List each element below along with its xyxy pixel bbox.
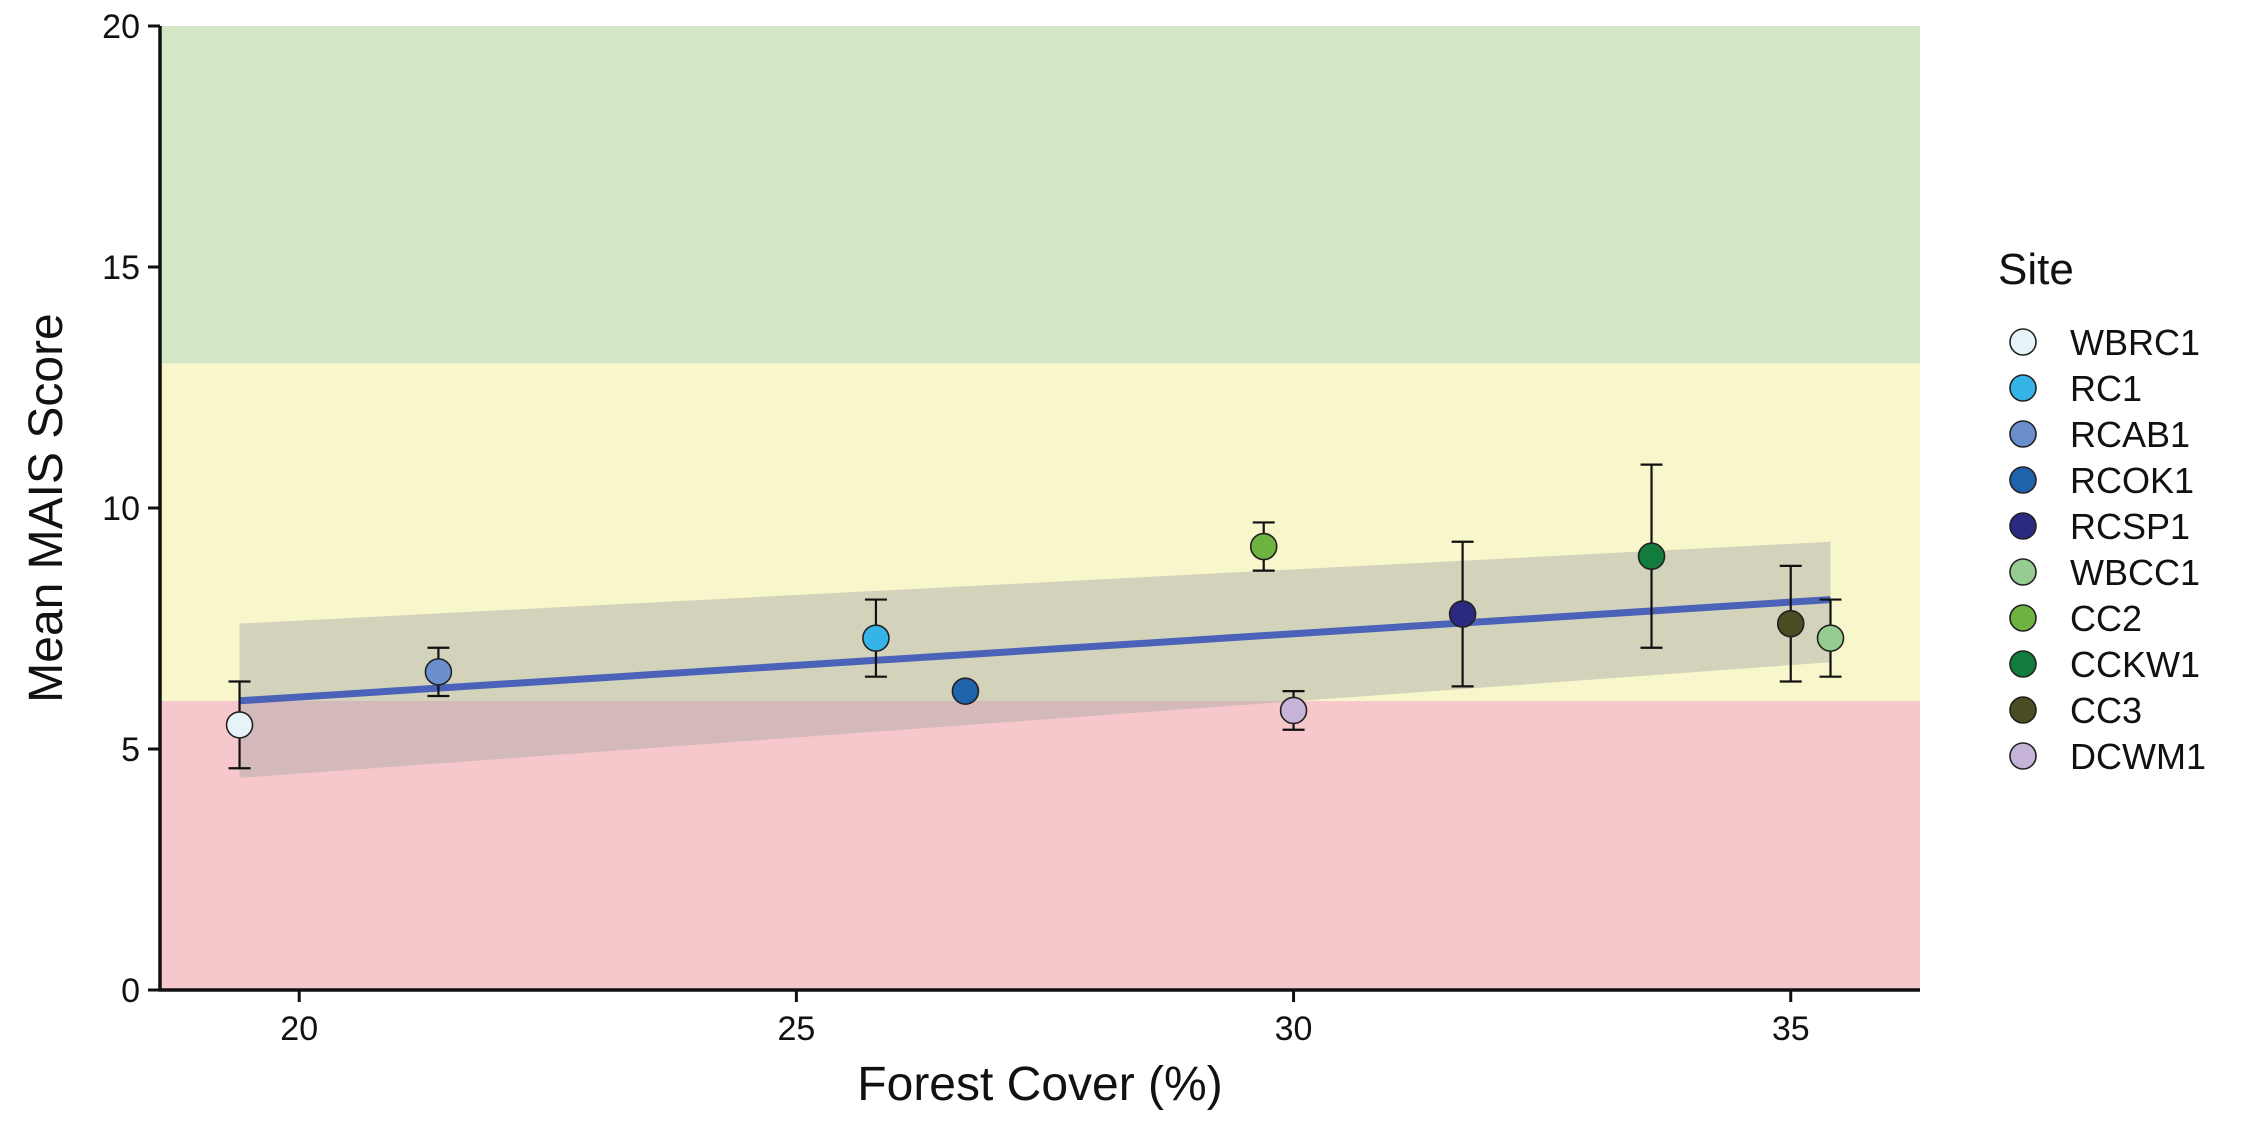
- confidence-band-group: [239, 541, 1831, 778]
- data-point-cc3: [1776, 609, 1805, 638]
- legend-label: RC1: [2070, 368, 2142, 409]
- legend-swatch: [2009, 604, 2037, 632]
- legend-swatch: [2009, 696, 2037, 724]
- confidence-band: [239, 541, 1831, 778]
- legend-item-rc1: RC1: [2009, 368, 2142, 409]
- legend-item-cc2: CC2: [2009, 598, 2142, 639]
- axes: 0 5 10 15 20 20 25 30 35 Forest Cover (%) Mean MAI…: [20, 8, 1920, 1111]
- legend-item-cc3: CC3: [2009, 690, 2142, 731]
- legend-item-wbrc1: WBRC1: [2009, 322, 2200, 363]
- legend-item-dcwm1: DCWM1: [2009, 736, 2206, 777]
- legend-title: Site: [1998, 245, 2074, 294]
- legend-swatch: [2009, 420, 2037, 448]
- data-point-rcsp1: [1448, 600, 1477, 628]
- legend-swatch: [2009, 512, 2037, 540]
- legend-swatch: [2009, 328, 2037, 356]
- y-tick-label: 20: [102, 8, 140, 46]
- x-axis-title: Forest Cover (%): [857, 1058, 1222, 1111]
- x-tick-label: 30: [1275, 1010, 1313, 1048]
- data-point-cckw1: [1637, 542, 1666, 571]
- legend-label: CC2: [2070, 598, 2142, 639]
- legend-item-wbcc1: WBCC1: [2009, 552, 2200, 593]
- legend-label: WBCC1: [2070, 552, 2200, 593]
- background-band-0: [160, 700, 1920, 990]
- legend: Site WBRC1 RC1 RCAB1 RCOK1 RCSP1 WBCC1 CC2 CCKW1…: [1998, 245, 2206, 777]
- y-tick-label: 0: [121, 972, 140, 1010]
- background-band-2: [160, 26, 1920, 364]
- legend-item-rcsp1: RCSP1: [2009, 506, 2190, 547]
- data-points: [225, 532, 1845, 739]
- x-tick-label: 25: [777, 1010, 815, 1048]
- legend-label: CC3: [2070, 690, 2142, 731]
- legend-label: RCAB1: [2070, 414, 2190, 455]
- data-point-wbrc1: [225, 711, 254, 739]
- data-point-rcok1: [951, 677, 980, 705]
- legend-swatch: [2009, 558, 2037, 586]
- data-point-cc2: [1249, 532, 1278, 561]
- trend-line: [239, 596, 1831, 705]
- x-tick-label: 35: [1772, 1010, 1810, 1048]
- legend-item-cckw1: CCKW1: [2009, 644, 2200, 685]
- y-tick-label: 10: [102, 490, 140, 528]
- data-point-wbcc1: [1816, 624, 1845, 652]
- legend-label: DCWM1: [2070, 736, 2206, 777]
- legend-item-rcab1: RCAB1: [2009, 414, 2190, 455]
- data-point-rcab1: [424, 658, 453, 686]
- legend-swatch: [2009, 650, 2037, 678]
- data-point-rc1: [862, 624, 890, 652]
- legend-swatch: [2009, 374, 2037, 402]
- y-tick-label: 15: [102, 249, 140, 287]
- legend-item-rcok1: RCOK1: [2009, 460, 2194, 501]
- y-tick-label: 5: [121, 731, 140, 769]
- background-band-1: [160, 363, 1920, 701]
- legend-label: WBRC1: [2070, 322, 2200, 363]
- trend-line-group: [239, 596, 1831, 705]
- background-bands: [160, 26, 1920, 990]
- legend-label: CCKW1: [2070, 644, 2200, 685]
- legend-label: RCSP1: [2070, 506, 2190, 547]
- legend-swatch: [2009, 742, 2037, 770]
- legend-label: RCOK1: [2070, 460, 2194, 501]
- y-axis-title: Mean MAIS Score: [20, 313, 73, 702]
- x-tick-label: 20: [280, 1010, 318, 1048]
- legend-swatch: [2009, 466, 2037, 494]
- data-point-dcwm1: [1279, 696, 1308, 725]
